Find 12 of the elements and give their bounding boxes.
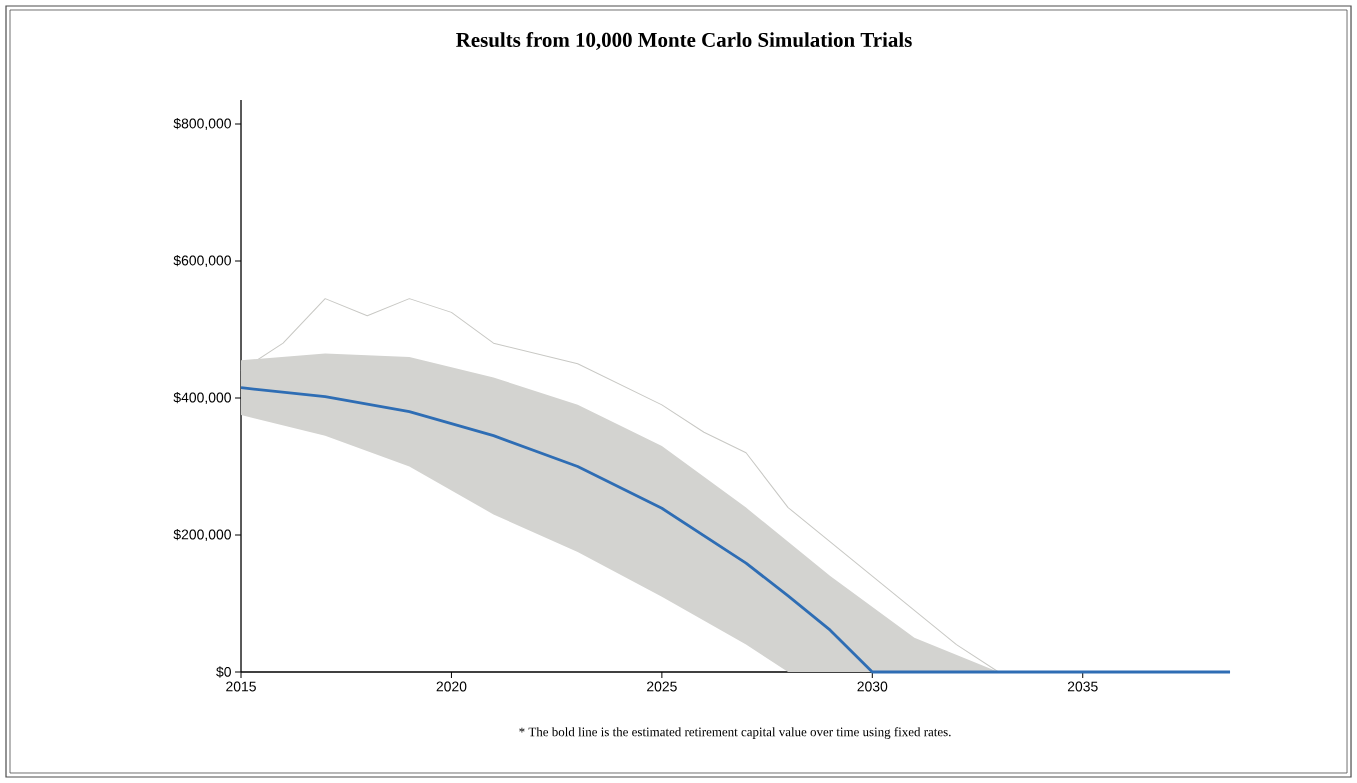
y-tick-label: $0 [216, 666, 231, 678]
text: * The bold line is the estimated retirement capital value over time using fixed rates. [519, 727, 951, 739]
y-tick-label: $200,000 [173, 528, 231, 542]
x-tick-label: 2030 [857, 681, 888, 692]
y-tick-label: $800,000 [173, 117, 231, 131]
y-tick-label: $400,000 [173, 391, 231, 405]
x-tick-label: 2020 [436, 681, 467, 692]
chart-title: Results from 10,000 Monte Carlo Simulation Trials [456, 32, 912, 50]
x-tick-label: 2015 [226, 681, 256, 692]
x-tick-label: 2035 [1067, 681, 1098, 692]
x-tick-label: 2025 [647, 681, 677, 692]
y-tick-label: $600,000 [173, 254, 231, 268]
